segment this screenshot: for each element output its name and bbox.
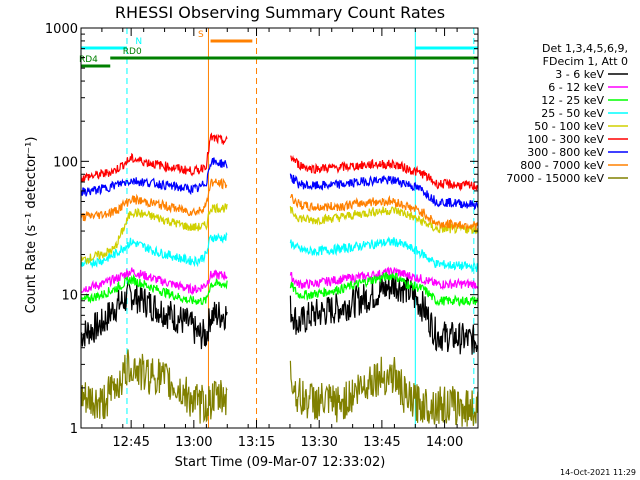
y-tick-label-1: 10 <box>61 289 78 304</box>
legend-label-0: 3 - 6 keV <box>555 68 604 81</box>
chart-title: RHESSI Observing Summary Count Rates <box>115 3 445 22</box>
flag-label-rd0: RD0 <box>123 47 142 57</box>
series-line-7 <box>80 177 479 232</box>
x-axis-label: Start Time (09-Mar-07 12:33:02) <box>175 455 386 470</box>
series-line-3 <box>80 231 479 273</box>
series-line-5 <box>80 132 479 192</box>
series-line-4 <box>80 202 479 265</box>
series-group <box>80 132 479 427</box>
x-tick-label-1: 13:00 <box>175 435 212 450</box>
legend-label-3: 25 - 50 keV <box>541 107 604 120</box>
legend-header-1: FDecim 1, Att 0 <box>543 55 628 68</box>
flag-lines: N S RD0 RD4 <box>79 30 478 68</box>
series-line-8 <box>80 349 479 427</box>
series-line-2 <box>80 271 479 307</box>
x-tick-label-0: 12:45 <box>112 435 149 450</box>
timestamp: 14-Oct-2021 11:29 <box>560 468 636 477</box>
y-axis-label: Count Rate (s⁻¹ detector⁻¹) <box>24 137 39 314</box>
legend-header-0: Det 1,3,4,5,6,9, <box>542 42 628 55</box>
flag-label-rd4: RD4 <box>79 55 98 65</box>
legend-label-4: 50 - 100 keV <box>534 120 604 133</box>
legend-label-2: 12 - 25 keV <box>541 94 604 107</box>
flag-label-s: S <box>198 30 204 40</box>
axes: 1 10 100 1000 12:45 13:00 13:15 13:30 13:45 14:00 <box>45 22 479 450</box>
series-line-6 <box>80 157 479 211</box>
y-tick-label-3: 1000 <box>45 22 78 37</box>
plot-area <box>80 28 475 428</box>
x-tick-label-3: 13:30 <box>300 435 337 450</box>
x-tick-label-2: 13:15 <box>238 435 275 450</box>
legend-label-8: 7000 - 15000 keV <box>506 172 604 185</box>
plot-frame <box>80 27 479 429</box>
x-tick-label-4: 13:45 <box>363 435 400 450</box>
flag-label-n: N <box>135 37 142 47</box>
legend-label-7: 800 - 7000 keV <box>520 159 604 172</box>
series-line-1 <box>80 266 479 296</box>
legend-label-5: 100 - 300 keV <box>527 133 604 146</box>
legend-label-6: 300 - 800 keV <box>527 146 604 159</box>
series-line-0 <box>80 274 479 355</box>
y-tick-label-0: 1 <box>70 422 78 437</box>
legend-label-1: 6 - 12 keV <box>548 81 604 94</box>
x-tick-label-5: 14:00 <box>426 435 463 450</box>
y-tick-label-2: 100 <box>53 155 78 170</box>
legend: Det 1,3,4,5,6,9,FDecim 1, Att 03 - 6 keV… <box>506 42 628 185</box>
